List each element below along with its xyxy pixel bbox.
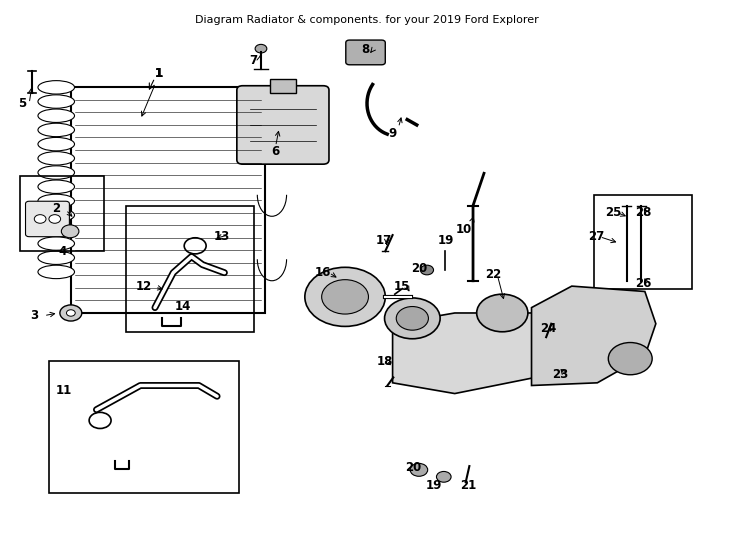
Text: 28: 28	[635, 206, 652, 219]
Text: 25: 25	[606, 206, 622, 219]
Text: 1: 1	[155, 68, 163, 80]
Ellipse shape	[38, 152, 75, 165]
Text: 1: 1	[155, 68, 163, 80]
Circle shape	[305, 267, 385, 326]
Bar	[594, 195, 692, 289]
Ellipse shape	[38, 180, 75, 193]
Circle shape	[476, 294, 528, 332]
Bar	[126, 206, 254, 332]
FancyBboxPatch shape	[237, 86, 329, 164]
Ellipse shape	[38, 137, 75, 151]
Ellipse shape	[38, 251, 75, 265]
Text: 6: 6	[272, 145, 280, 158]
Text: 8: 8	[361, 43, 370, 56]
Text: 24: 24	[540, 321, 556, 334]
Circle shape	[385, 298, 440, 339]
Ellipse shape	[38, 123, 75, 137]
Circle shape	[421, 265, 434, 275]
Text: 12: 12	[136, 280, 152, 293]
Text: 23: 23	[552, 368, 568, 381]
Text: 17: 17	[376, 234, 392, 247]
Text: 19: 19	[426, 480, 443, 492]
Text: 13: 13	[214, 230, 230, 243]
Text: 4: 4	[58, 245, 66, 258]
Circle shape	[537, 357, 570, 381]
Text: 14: 14	[175, 300, 191, 313]
Ellipse shape	[38, 166, 75, 179]
Text: 1: 1	[155, 68, 163, 80]
Text: 27: 27	[589, 230, 605, 243]
Text: 18: 18	[377, 355, 393, 368]
Text: 11: 11	[56, 384, 72, 397]
FancyBboxPatch shape	[346, 40, 385, 65]
Polygon shape	[531, 286, 656, 386]
Text: 16: 16	[315, 266, 331, 279]
Circle shape	[62, 225, 79, 238]
Bar	[270, 79, 296, 93]
Circle shape	[608, 342, 653, 375]
Text: 20: 20	[405, 461, 421, 474]
Circle shape	[49, 215, 61, 223]
Text: 9: 9	[388, 126, 396, 139]
Ellipse shape	[38, 95, 75, 108]
FancyBboxPatch shape	[26, 201, 70, 237]
Text: 21: 21	[459, 480, 476, 492]
Circle shape	[321, 280, 368, 314]
Bar	[71, 87, 265, 313]
Text: 5: 5	[18, 97, 26, 110]
Circle shape	[255, 44, 267, 53]
Text: 2: 2	[52, 202, 60, 215]
Bar	[20, 176, 103, 251]
Text: 20: 20	[412, 262, 428, 275]
Text: Diagram Radiator & components. for your 2019 Ford Explorer: Diagram Radiator & components. for your …	[195, 15, 539, 25]
Circle shape	[60, 305, 81, 321]
Circle shape	[410, 463, 428, 476]
Ellipse shape	[38, 208, 75, 222]
Text: 15: 15	[394, 280, 410, 293]
Ellipse shape	[38, 222, 75, 236]
Text: 3: 3	[30, 309, 38, 322]
Text: 26: 26	[635, 277, 652, 290]
Circle shape	[34, 215, 46, 223]
Ellipse shape	[38, 237, 75, 250]
Polygon shape	[393, 313, 550, 394]
Text: 19: 19	[437, 234, 454, 247]
Ellipse shape	[38, 80, 75, 94]
Circle shape	[67, 310, 76, 316]
Text: 10: 10	[456, 223, 473, 236]
Circle shape	[545, 363, 562, 376]
Text: 22: 22	[484, 268, 501, 281]
Text: 7: 7	[250, 54, 258, 67]
Circle shape	[437, 471, 451, 482]
Bar	[49, 361, 239, 493]
Ellipse shape	[38, 109, 75, 123]
Ellipse shape	[38, 194, 75, 208]
Ellipse shape	[38, 265, 75, 279]
Circle shape	[396, 307, 429, 330]
